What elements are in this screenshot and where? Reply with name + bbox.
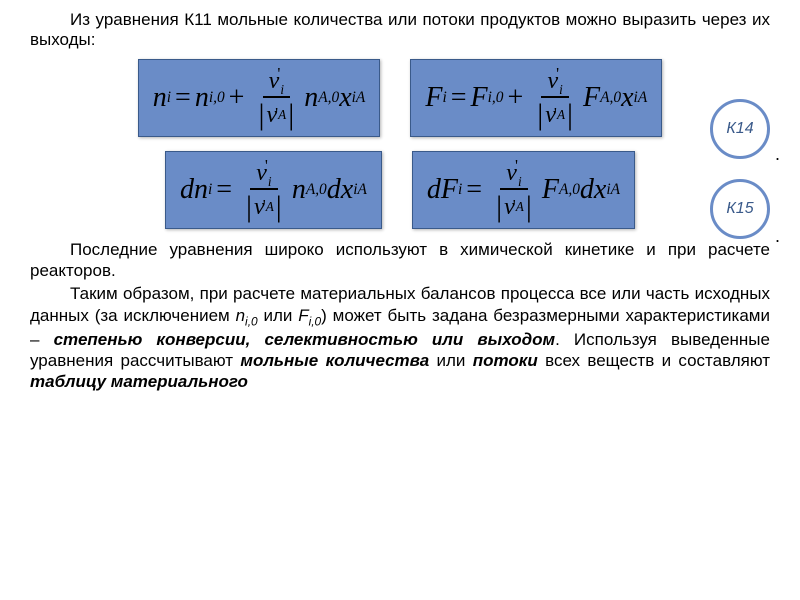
eq3-rhs2-var: x (341, 174, 353, 206)
equation-box-k15-dn: dni = ν'i |ν'A| nA,0 dxiA (165, 151, 382, 229)
eq2-rhs1-sub: i,0 (488, 89, 504, 107)
intro-text: Из уравнения К11 мольные количества или … (0, 0, 800, 55)
eq1-rhs2-var: n (304, 82, 318, 114)
eq2-rhs1-var: F (471, 82, 488, 114)
equation-2: Fi = Fi,0 + ν'i |ν'A| FA,0 xiA (425, 66, 647, 130)
eq1-rhs2-sub: A,0 (318, 89, 339, 107)
equals-sign: = (216, 174, 232, 206)
eq3-rhs2-sup: A (357, 181, 366, 199)
eq4-rhs1-sub: A,0 (559, 181, 580, 199)
eq3-rhs1-var: n (292, 174, 306, 206)
abs-bar-right: | (286, 100, 296, 130)
eq1-rhs1-var: n (195, 82, 209, 114)
eq3-num-prime: ' (265, 156, 268, 175)
equation-label-k14: К14 (710, 99, 770, 159)
eq4-rhs2-pre: d (580, 174, 594, 206)
equation-box-k14-f: Fi = Fi,0 + ν'i |ν'A| FA,0 xiA (410, 59, 662, 137)
equation-box-k14-n: ni = ni,0 + ν'i |ν'A| nA,0 xiA (138, 59, 381, 137)
abs-bar-left: | (535, 100, 545, 130)
para2-or: или (258, 306, 299, 325)
abs-bar-right: | (524, 192, 534, 222)
eq4-lhs-pre: d (427, 174, 441, 206)
eq2-rhs2-sub: A,0 (600, 89, 621, 107)
eq2-fraction: ν'i |ν'A| (531, 66, 579, 130)
eq4-lhs-sub: i (458, 181, 462, 199)
equals-sign: = (451, 82, 467, 114)
eq3-den-sub: A (266, 200, 274, 213)
eq3-rhs1-sub: A,0 (306, 181, 327, 199)
abs-bar-right: | (274, 192, 284, 222)
para2-nsub: i,0 (245, 314, 258, 328)
eq2-num-sub: i (559, 82, 563, 97)
para2-F: F (298, 306, 308, 325)
eq4-fraction: ν'i |ν'A| (490, 158, 538, 222)
para2-e: всех веществ и составляют (538, 351, 770, 370)
para2-Fsub: i,0 (309, 314, 322, 328)
eq2-rhs2-var: F (583, 82, 600, 114)
eq4-num-sub: i (518, 174, 522, 189)
eq1-rhs3-sup: A (356, 89, 365, 107)
para2-bold4: таблицу материального (30, 372, 248, 391)
eq1-rhs3-var: x (339, 82, 351, 114)
eq4-rhs1-var: F (542, 174, 559, 206)
eq2-rhs3-var: x (621, 82, 633, 114)
eq4-rhs2-sup: A (611, 181, 620, 199)
paragraph-1: Последние уравнения широко используют в … (30, 239, 770, 282)
eq1-fraction: ν'i |ν'A| (252, 66, 300, 130)
eq3-lhs-pre: d (180, 174, 194, 206)
eq3-lhs-var: n (194, 174, 208, 206)
eq2-lhs-sub: i (442, 89, 446, 107)
plus-sign: + (507, 82, 523, 114)
body-text: Последние уравнения широко используют в … (0, 233, 800, 393)
para2-n: n (236, 306, 245, 325)
eq2-rhs3-sup: A (638, 89, 647, 107)
label-period: . (775, 226, 780, 247)
eq1-lhs-var: n (153, 82, 167, 114)
eq3-num-sub: i (268, 174, 272, 189)
eq4-lhs-var: F (441, 174, 458, 206)
eq2-num-prime: ' (556, 64, 559, 83)
eq1-rhs1-sub: i,0 (209, 89, 225, 107)
abs-bar-left: | (494, 192, 504, 222)
eq4-rhs2-var: x (594, 174, 606, 206)
eq1-lhs-sub: i (167, 89, 171, 107)
equals-sign: = (175, 82, 191, 114)
equation-4: dFi = ν'i |ν'A| FA,0 dxiA (427, 158, 620, 222)
eq3-lhs-sub: i (208, 181, 212, 199)
equation-row-1: ni = ni,0 + ν'i |ν'A| nA,0 xiA Fi = Fi,0… (0, 59, 800, 137)
equation-row-2: dni = ν'i |ν'A| nA,0 dxiA dFi = ν'i |ν'A… (0, 151, 800, 229)
eq3-rhs2-pre: d (327, 174, 341, 206)
eq2-den-sub: A (557, 108, 565, 121)
equation-1: ni = ni,0 + ν'i |ν'A| nA,0 xiA (153, 66, 366, 130)
equation-box-k15-df: dFi = ν'i |ν'A| FA,0 dxiA (412, 151, 635, 229)
eq1-num-prime: ' (277, 64, 280, 83)
eq3-fraction: ν'i |ν'A| (240, 158, 288, 222)
abs-bar-left: | (244, 192, 254, 222)
eq4-num-prime: ' (515, 156, 518, 175)
para2-d: или (429, 351, 473, 370)
paragraph-2: Таким образом, при расчете материальных … (30, 283, 770, 392)
equation-label-k15: К15 (710, 179, 770, 239)
abs-bar-left: | (256, 100, 266, 130)
para2-bold1: степенью конверсии, селективностью или в… (54, 330, 555, 349)
abs-bar-right: | (565, 100, 575, 130)
para2-bold3: потоки (473, 351, 538, 370)
eq2-lhs-var: F (425, 82, 442, 114)
plus-sign: + (229, 82, 245, 114)
eq4-den-sub: A (516, 200, 524, 213)
equation-3: dni = ν'i |ν'A| nA,0 dxiA (180, 158, 367, 222)
eq1-num-sub: i (280, 82, 284, 97)
equals-sign: = (466, 174, 482, 206)
eq1-den-sub: A (278, 108, 286, 121)
para2-bold2: мольные количества (240, 351, 429, 370)
